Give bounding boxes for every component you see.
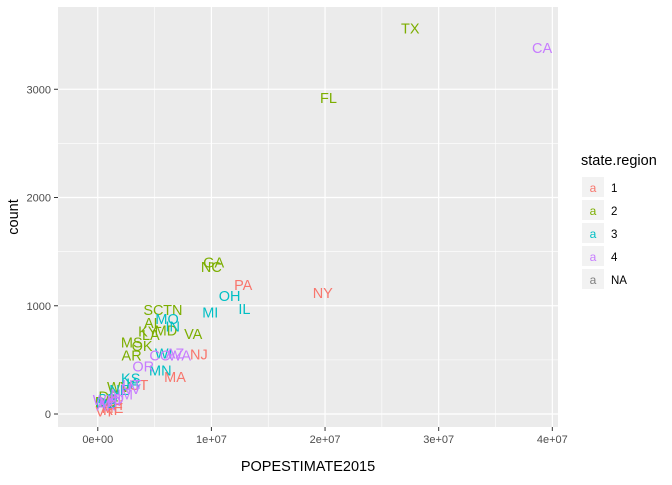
point-label-ar: AR xyxy=(122,349,142,365)
x-axis-title: POPESTIMATE2015 xyxy=(241,459,375,475)
point-label-az: AZ xyxy=(166,346,185,362)
legend-key xyxy=(582,246,604,266)
legend-label-4: 4 xyxy=(611,252,618,264)
legend-label-na: NA xyxy=(611,275,627,287)
point-label-ri: RI xyxy=(103,403,118,419)
point-label-ct: CT xyxy=(129,378,148,394)
point-label-ma: MA xyxy=(164,370,186,386)
point-label-oh: OH xyxy=(219,289,241,305)
legend-label-2: 2 xyxy=(611,206,617,218)
point-label-de: DE xyxy=(98,390,118,406)
point-label-or: OR xyxy=(132,359,154,375)
point-label-co: CO xyxy=(149,349,171,365)
point-label-wy: WY xyxy=(93,393,117,409)
point-label-ky: KY xyxy=(138,325,158,341)
legend-glyph: a xyxy=(590,227,597,241)
x-axis-ticks: 0e+00 1e+07 2e+07 3e+07 4e+07 xyxy=(82,427,568,446)
point-label-mt: MT xyxy=(99,395,120,411)
legend-glyph: a xyxy=(590,204,597,218)
legend-key xyxy=(582,223,604,243)
point-label-hi: HI xyxy=(107,394,122,410)
point-label-wv: WV xyxy=(107,380,131,396)
y-tick-label: 2000 xyxy=(27,193,51,205)
legend-glyph: a xyxy=(590,273,597,287)
y-tick-label: 3000 xyxy=(27,84,51,96)
x-tick-label: 0e+00 xyxy=(82,434,113,446)
grid-major xyxy=(58,7,558,427)
point-label-ny: NY xyxy=(313,286,333,302)
point-label-nj: NJ xyxy=(190,347,208,363)
point-label-ia: IA xyxy=(126,377,140,393)
legend-label-3: 3 xyxy=(611,229,617,241)
point-label-la: LA xyxy=(142,328,160,344)
legend-glyph: a xyxy=(590,250,597,264)
y-tick-label: 0 xyxy=(45,409,51,421)
point-label-ut: UT xyxy=(122,378,141,394)
point-label-ok: OK xyxy=(132,339,153,355)
legend-title: state.region xyxy=(581,153,657,169)
point-label-ms: MS xyxy=(121,336,143,352)
point-label-tn: TN xyxy=(163,303,182,319)
point-label-me: ME xyxy=(102,401,124,417)
legend-key xyxy=(582,177,604,197)
point-label-ks: KS xyxy=(121,371,140,387)
point-label-fl: FL xyxy=(320,91,337,107)
legend: state.region a 1 a 2 a 3 a 4 a NA xyxy=(581,153,657,289)
legend-key xyxy=(582,269,604,289)
point-label-nd: ND xyxy=(96,396,117,412)
x-tick-label: 2e+07 xyxy=(310,434,341,446)
grid-minor xyxy=(58,7,558,427)
point-label-ak: AK xyxy=(97,398,117,414)
point-label-sc: SC xyxy=(143,303,163,319)
point-label-wi: WI xyxy=(155,346,173,362)
y-axis-ticks: 0 1000 2000 3000 xyxy=(27,84,58,421)
point-label-va: VA xyxy=(184,327,203,343)
point-label-pa: PA xyxy=(234,278,253,294)
point-label-vt: VT xyxy=(95,404,114,420)
point-label-nh: NH xyxy=(102,398,123,414)
plot-panel xyxy=(58,7,558,427)
point-label-nc: NC xyxy=(201,260,222,276)
y-axis-title: count xyxy=(6,199,22,234)
point-label-md: MD xyxy=(155,324,178,340)
point-label-ga: GA xyxy=(203,255,224,271)
point-label-dc: DC xyxy=(95,395,116,411)
legend-glyph: a xyxy=(590,181,597,195)
point-label-id: ID xyxy=(109,392,124,408)
point-label-ne: NE xyxy=(109,383,129,399)
point-label-in: IN xyxy=(166,319,181,335)
point-label-tx: TX xyxy=(401,22,420,38)
x-tick-label: 1e+07 xyxy=(196,434,227,446)
legend-label-1: 1 xyxy=(611,183,617,195)
point-label-nm: NM xyxy=(110,388,133,404)
point-label-mi: MI xyxy=(202,305,218,321)
point-label-mo: MO xyxy=(155,312,178,328)
x-tick-label: 4e+07 xyxy=(537,434,568,446)
point-label-al: AL xyxy=(144,316,162,332)
point-label-nv: NV xyxy=(121,382,141,398)
point-label-ca: CA xyxy=(532,41,552,57)
point-label-il: IL xyxy=(238,302,250,318)
point-label-mn: MN xyxy=(149,364,172,380)
point-label-wa: WA xyxy=(168,349,191,365)
y-tick-label: 1000 xyxy=(27,301,51,313)
x-tick-label: 3e+07 xyxy=(423,434,454,446)
legend-key xyxy=(582,200,604,220)
point-label-sd: SD xyxy=(97,392,117,408)
